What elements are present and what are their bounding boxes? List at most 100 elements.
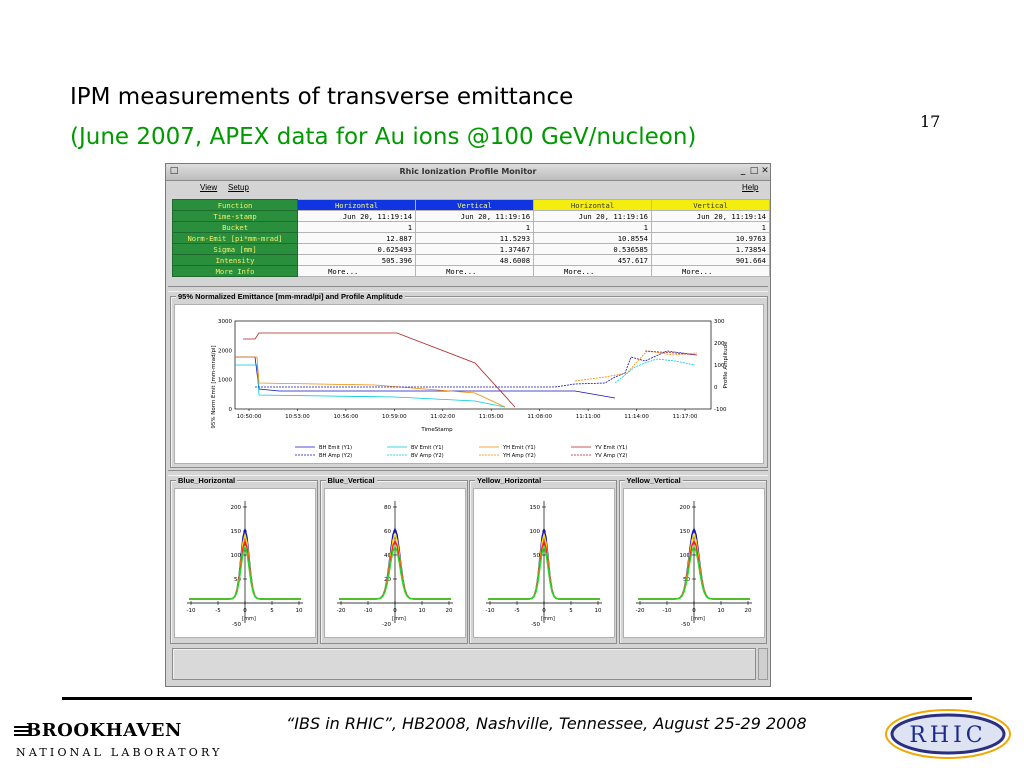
- footer-rule: [62, 697, 972, 700]
- profile-y-bottom-label: -20: [382, 622, 391, 628]
- profile-x-tick-label: -10: [486, 608, 495, 614]
- x-tick-label: 11:14:00: [624, 414, 649, 420]
- emittance-ticks: 10:50:00 10:53:00 10:56:00 10:59:00 11:02:00…: [218, 319, 727, 420]
- y-tick-label: 3000: [218, 319, 232, 325]
- rhic-logo: RHIC: [885, 709, 1011, 759]
- footer-citation: “IBS in RHIC”, HB2008, Nashville, Tennes…: [286, 714, 807, 733]
- row-label-timestamp: Time-stamp: [171, 210, 299, 222]
- pane-divider[interactable]: [168, 286, 768, 292]
- column-blue-horizontal: Horizontal: [297, 199, 417, 211]
- profile-y-tick-label: 150: [231, 529, 242, 535]
- y-axis-label: 95% Norm Emit [mm-mrad/pi]: [211, 345, 217, 428]
- profile-panel-label: Blue_Vertical: [325, 476, 377, 485]
- yh-amp-trace: [574, 350, 698, 382]
- column-yellow-vertical: Vertical: [651, 199, 770, 211]
- table-cell: 1.73854: [651, 243, 770, 255]
- yv-emit-trace: [243, 332, 516, 408]
- profile-y-tick-label: 100: [530, 529, 541, 535]
- x-tick-label: 10:50:00: [237, 414, 262, 420]
- yh-emit-trace: [235, 356, 506, 408]
- legend-label: BV Amp (Y2): [411, 453, 444, 459]
- profile-x-unit: [mm]: [242, 616, 256, 622]
- y-tick-label: 2000: [218, 348, 232, 354]
- profile-x-tick-label: -20: [336, 608, 345, 614]
- profile-plot-area: 80 60 40 20 -20 -20 -10 0 10 20 [mm]: [323, 488, 466, 638]
- profile-x-tick-label: 10: [717, 608, 724, 614]
- x-tick-label: 11:08:00: [527, 414, 552, 420]
- minimize-button[interactable]: _: [740, 166, 746, 176]
- table-cell: 10.9763: [651, 232, 770, 244]
- profile-curve: [488, 544, 600, 600]
- table-cell: 1: [651, 221, 770, 233]
- close-button[interactable]: ✕: [761, 166, 769, 176]
- emittance-legend: BH Emit (Y1) BV Emit (Y1) YH Emit (Y1) YV E…: [295, 445, 627, 459]
- more-info-button[interactable]: More...: [415, 265, 535, 277]
- y2-tick-label: 300: [714, 319, 725, 325]
- profile-x-tick-label: 0: [542, 608, 546, 614]
- y-tick-label: 1000: [218, 378, 232, 384]
- profile-x-tick-label: 0: [692, 608, 696, 614]
- column-yellow-horizontal: Horizontal: [533, 199, 652, 211]
- profile-x-tick-label: -10: [363, 608, 372, 614]
- menu-help[interactable]: Help: [742, 183, 759, 192]
- more-info-button[interactable]: More...: [651, 265, 770, 277]
- y2-tick-label: -100: [714, 407, 727, 413]
- profile-y-tick-label: 80: [384, 505, 391, 511]
- profile-x-unit: [mm]: [392, 616, 406, 622]
- window-menu-icon[interactable]: □: [169, 166, 179, 176]
- profile-x-tick-label: 10: [595, 608, 602, 614]
- table-cell: 1.37467: [415, 243, 535, 255]
- table-cell: 457.617: [533, 254, 652, 266]
- y2-axis-label: Profile Amplitude: [723, 341, 729, 389]
- table-cell: 48.6008: [415, 254, 535, 266]
- x-tick-label: 11:05:00: [479, 414, 504, 420]
- legend-label: YV Emit (Y1): [594, 445, 627, 451]
- table-row: Sigma [mm] 0.625493 1.37467 0.536585 1.7…: [171, 243, 770, 255]
- table-row: More Info More... More... More... More..…: [171, 265, 770, 277]
- rhic-logo-inner-ring: [890, 713, 1006, 755]
- legend-label: BH Amp (Y2): [319, 453, 352, 459]
- more-info-button[interactable]: More...: [297, 265, 417, 277]
- table-header-row: Function Horizontal Vertical Horizontal …: [171, 199, 770, 211]
- table-header-function: Function: [171, 199, 299, 211]
- bv-emit-trace: [235, 364, 506, 408]
- profile-y-tick-label: 150: [530, 505, 541, 511]
- profile-x-tick-label: -5: [514, 608, 520, 614]
- profile-panel-label: Blue_Horizontal: [176, 476, 238, 485]
- table-cell: Jun 20, 11:19:14: [651, 210, 770, 222]
- row-label-more-info: More Info: [171, 265, 299, 277]
- legend-label: BV Emit (Y1): [411, 445, 444, 451]
- window-title: Rhic Ionization Profile Monitor: [399, 167, 537, 176]
- status-scrollbar[interactable]: [758, 648, 768, 680]
- profile-panel: [170, 480, 318, 644]
- profile-plot-area: 150 100 50 -50 -10 -5 0 5 10 [mm]: [473, 488, 615, 638]
- bv-amp-trace: [614, 358, 696, 384]
- window-titlebar: □ Rhic Ionization Profile Monitor _ □ ✕: [166, 164, 770, 181]
- pane-divider[interactable]: [168, 470, 768, 476]
- brookhaven-wordmark: BROOKHAVEN: [26, 720, 182, 741]
- menu-setup[interactable]: Setup: [228, 183, 249, 192]
- profile-curve: [338, 545, 451, 600]
- x-axis-label: TimeStamp: [420, 427, 453, 433]
- profile-panel-label: Yellow_Horizontal: [475, 476, 544, 485]
- emittance-panel: [170, 296, 768, 468]
- x-tick-label: 10:59:00: [382, 414, 407, 420]
- menu-view[interactable]: View: [200, 183, 218, 192]
- profile-y-bottom-label: -50: [531, 622, 540, 628]
- profile-x-tick-label: -20: [635, 608, 644, 614]
- maximize-button[interactable]: □: [749, 166, 759, 176]
- more-info-button[interactable]: More...: [533, 265, 652, 277]
- emittance-traces: [235, 332, 698, 408]
- column-blue-vertical: Vertical: [415, 199, 535, 211]
- table-cell: 0.536585: [533, 243, 652, 255]
- table-cell: Jun 20, 11:19:14: [297, 210, 417, 222]
- table-cell: 901.664: [651, 254, 770, 266]
- menu-bar: View Setup Help: [166, 180, 770, 196]
- profile-x-unit: [mm]: [691, 616, 705, 622]
- table-cell: 1: [533, 221, 652, 233]
- profile-plot-area: 200 150 100 50 -50 -10 -5 0 5 10 [mm]: [174, 488, 316, 638]
- profile-y-tick-label: 200: [231, 505, 242, 511]
- emittance-history-chart: 95% Norm Emit [mm-mrad/pi] Profile Ampli…: [211, 319, 729, 459]
